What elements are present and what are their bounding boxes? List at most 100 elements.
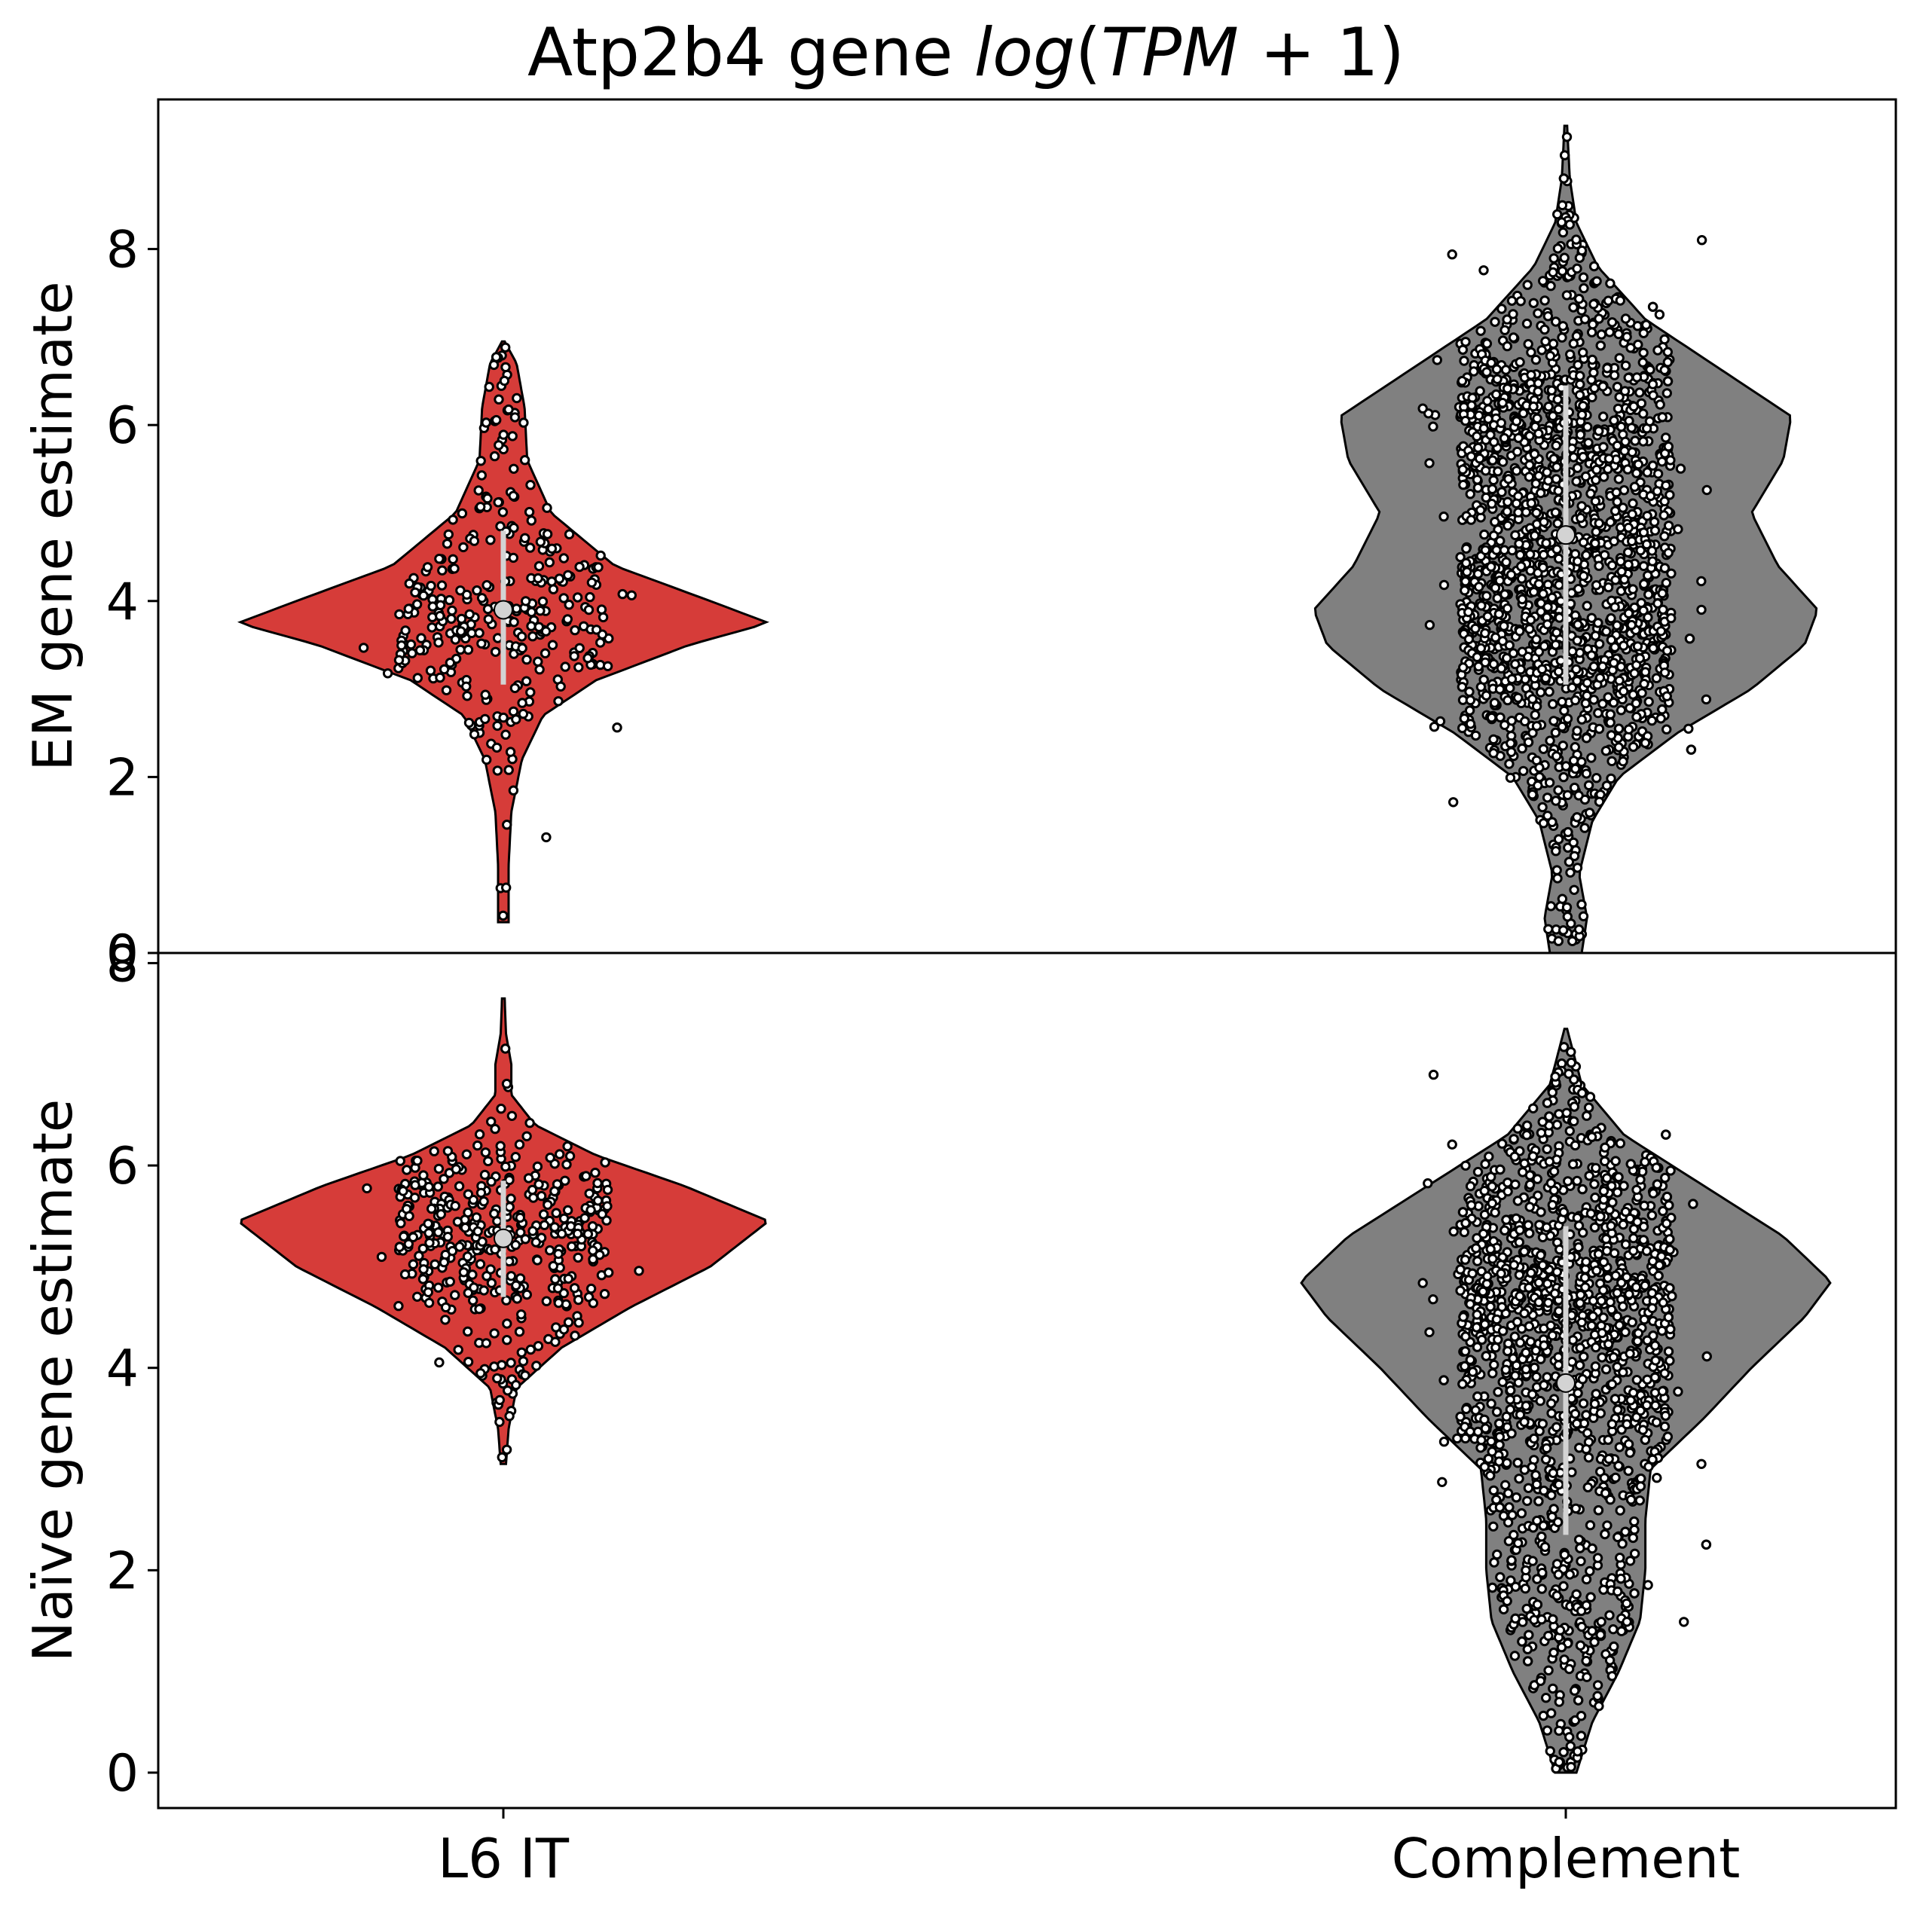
data-point: [1548, 1683, 1558, 1694]
data-point: [1593, 1249, 1604, 1260]
data-point: [1631, 468, 1642, 478]
data-point: [1506, 673, 1518, 685]
data-point: [1572, 676, 1582, 686]
data-point: [476, 593, 488, 603]
data-point: [1512, 1317, 1523, 1327]
y-tick-label-em: 6: [106, 396, 139, 456]
data-point: [1530, 530, 1540, 541]
data-point: [501, 882, 512, 893]
data-point: [1497, 1376, 1508, 1388]
data-point: [1533, 579, 1545, 589]
data-point: [1487, 455, 1498, 466]
data-point: [435, 610, 445, 622]
data-point: [1633, 459, 1644, 470]
data-point: [1582, 422, 1593, 432]
data-point: [1460, 337, 1471, 347]
data-point: [410, 1180, 420, 1190]
data-point: [1516, 561, 1527, 572]
data-point: [1564, 1569, 1576, 1580]
data-point: [1664, 1200, 1674, 1211]
data-point: [1517, 1636, 1527, 1647]
data-point: [1511, 416, 1522, 426]
data-point: [1625, 1213, 1635, 1224]
data-point: [1551, 462, 1562, 472]
data-point: [1502, 1458, 1512, 1468]
data-point: [1472, 1256, 1483, 1266]
data-point: [477, 1236, 488, 1247]
data-point: [463, 717, 475, 728]
data-point: [1661, 578, 1672, 588]
data-point: [1521, 1347, 1531, 1358]
data-point: [1417, 403, 1428, 414]
data-point: [1633, 339, 1643, 350]
data-point: [1539, 517, 1549, 527]
data-point: [1435, 716, 1446, 727]
data-point: [1536, 1250, 1546, 1260]
data-point: [1483, 414, 1493, 424]
data-point: [1591, 276, 1602, 286]
data-point: [1638, 1221, 1649, 1232]
data-point: [574, 643, 585, 653]
data-point: [482, 493, 493, 504]
data-point: [1652, 1179, 1663, 1190]
data-point: [612, 722, 622, 733]
y-tick-label-naive: 2: [106, 1541, 139, 1601]
data-point: [1447, 249, 1457, 260]
data-point: [1605, 709, 1616, 719]
data-point: [1619, 485, 1630, 496]
data-point: [1561, 761, 1572, 771]
data-point: [1476, 1434, 1487, 1446]
data-point: [1696, 576, 1707, 587]
data-point: [1623, 724, 1634, 735]
data-point: [1570, 763, 1581, 774]
data-point: [1567, 683, 1578, 693]
data-point: [495, 1141, 506, 1151]
data-point: [408, 1259, 419, 1269]
data-point: [517, 643, 527, 654]
data-point: [1631, 711, 1642, 722]
data-point: [1581, 733, 1592, 744]
data-point: [1573, 1695, 1584, 1706]
data-point: [528, 1193, 539, 1203]
data-point: [463, 1207, 473, 1218]
data-point: [1661, 724, 1672, 735]
data-point: [1470, 730, 1481, 741]
data-point: [1619, 574, 1630, 585]
data-point: [1522, 279, 1533, 290]
data-point: [1576, 409, 1588, 420]
data-point: [1551, 440, 1561, 451]
data-point: [551, 1322, 561, 1333]
data-point: [1604, 1655, 1616, 1666]
data-point: [1536, 345, 1547, 356]
data-point: [532, 1161, 543, 1172]
data-point: [562, 1205, 573, 1216]
data-point: [1567, 1467, 1577, 1478]
data-point: [1576, 501, 1587, 512]
data-point: [490, 1244, 500, 1255]
data-point: [1612, 496, 1622, 507]
data-point: [1458, 662, 1469, 673]
points-l6-it-naive: [362, 1043, 644, 1463]
data-point: [501, 1444, 512, 1455]
data-point: [1568, 338, 1579, 349]
data-point: [1608, 1352, 1619, 1363]
data-point: [480, 1147, 491, 1158]
data-point: [469, 729, 480, 740]
data-point: [1499, 621, 1509, 631]
data-point: [1573, 619, 1583, 630]
data-point: [1657, 1325, 1668, 1336]
data-point: [524, 1117, 535, 1129]
data-point: [1595, 1408, 1606, 1419]
data-point: [1497, 457, 1509, 467]
data-point: [1589, 1179, 1600, 1190]
data-point: [440, 1302, 451, 1313]
y-axis-label-em: EM gene estimate: [21, 281, 84, 771]
data-point: [1543, 475, 1554, 486]
data-point: [592, 1196, 604, 1206]
data-point: [1506, 1428, 1517, 1439]
data-point: [1562, 713, 1573, 724]
data-point: [1512, 446, 1523, 457]
data-point: [1609, 1641, 1619, 1652]
data-point: [1467, 1367, 1478, 1377]
data-point: [1574, 389, 1585, 401]
